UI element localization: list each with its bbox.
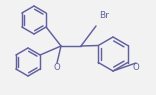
Text: O: O (133, 63, 139, 72)
Text: Br: Br (99, 11, 109, 21)
Text: O: O (54, 63, 60, 72)
